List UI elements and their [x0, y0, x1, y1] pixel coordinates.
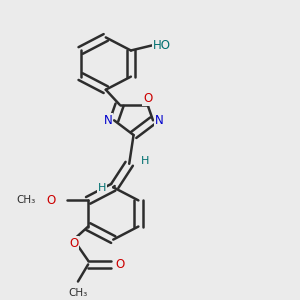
Text: O: O — [143, 92, 152, 105]
Text: O: O — [69, 237, 78, 250]
Text: CH₃: CH₃ — [68, 288, 88, 298]
Text: CH₃: CH₃ — [16, 195, 35, 206]
Text: N: N — [103, 114, 112, 127]
Text: O: O — [116, 258, 125, 271]
Text: H: H — [141, 156, 149, 166]
Text: H: H — [98, 183, 106, 193]
Text: HO: HO — [152, 39, 170, 52]
Text: N: N — [155, 114, 164, 127]
Text: O: O — [47, 194, 56, 207]
